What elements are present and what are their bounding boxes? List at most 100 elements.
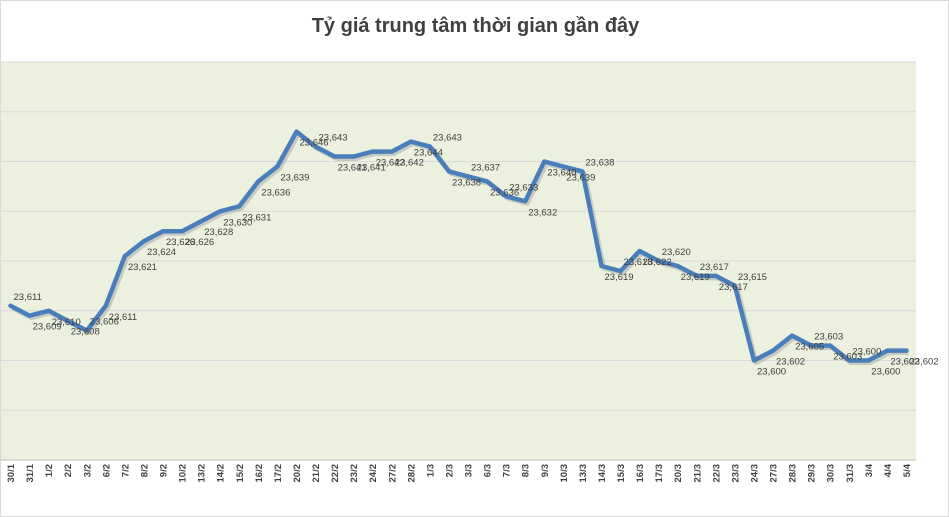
data-point [713,273,718,278]
data-label: 23,611 [109,312,137,323]
data-point [84,328,89,333]
x-tick-label: 24/2 [368,464,379,483]
chart-title: Tỷ giá trung tâm thời gian gần đây [311,15,640,37]
x-tick-label: 9/2 [159,464,170,477]
x-tick-label: 8/2 [139,464,150,477]
data-label: 23,638 [452,177,481,188]
data-point [656,259,661,263]
x-tick-label: 30/1 [6,463,17,482]
data-point [809,343,814,348]
data-label: 23,624 [147,247,176,258]
data-label: 23,611 [14,292,42,303]
data-point [256,179,261,184]
data-label: 23,603 [833,352,862,363]
x-tick-label: 10/3 [559,464,570,483]
data-point [847,358,852,363]
data-label: 23,619 [681,272,710,283]
data-point [8,303,13,308]
x-tick-label: 6/2 [101,464,112,477]
data-label: 23,646 [300,138,329,149]
data-label: 23,617 [719,282,748,293]
data-point [370,149,375,154]
data-label: 23,600 [871,367,900,378]
data-label: 23,640 [547,168,576,179]
x-tick-label: 4/4 [883,463,894,477]
data-point [141,239,146,244]
data-point [199,219,204,224]
x-tick-label: 13/2 [197,464,208,483]
data-point [828,343,833,348]
x-tick-label: 27/2 [387,464,398,483]
x-tick-label: 20/3 [673,464,684,483]
data-label: 23,615 [738,272,767,283]
data-label: 23,622 [643,257,672,268]
data-point [275,164,280,169]
x-tick-label: 23/3 [730,464,741,483]
data-point [332,154,337,159]
data-label: 23,600 [757,367,786,378]
data-label: 23,600 [852,347,881,358]
data-point [427,144,432,149]
data-point [866,358,871,363]
data-label: 23,605 [795,342,824,353]
data-point [46,308,51,313]
data-point [504,194,509,199]
data-point [103,303,108,308]
x-tick-label: 2/3 [444,464,455,477]
series-line [8,129,909,363]
data-point [351,154,356,159]
x-tick-label: 8/3 [521,464,532,477]
data-point [161,229,166,234]
data-label: 23,619 [605,272,634,283]
x-tick-label: 3/4 [864,463,875,477]
data-point [751,358,756,363]
data-label: 23,644 [414,148,443,159]
x-tick-label: 1/3 [425,464,436,477]
data-point [694,273,699,278]
data-label: 23,608 [71,327,100,338]
data-point [561,164,566,169]
x-tick-label: 5/4 [902,463,913,477]
data-label: 23,637 [471,162,500,173]
data-label: 23,641 [338,163,367,174]
x-tick-label: 10/2 [178,464,189,483]
x-tick-label: 3/2 [82,464,93,477]
x-tick-label: 17/2 [273,464,284,483]
data-label: 23,618 [624,257,653,268]
data-label: 23,621 [128,262,157,273]
data-label: 23,643 [319,133,348,144]
data-point [485,179,490,184]
x-tick-label: 21/2 [311,464,322,483]
data-point [27,313,32,318]
data-label: 23,633 [509,182,538,193]
data-label: 23,626 [185,237,214,248]
data-label: 23,606 [90,317,119,328]
data-point [218,209,223,214]
data-point [122,254,127,259]
x-tick-label: 31/3 [845,464,856,483]
x-tick-label: 14/3 [597,464,608,483]
data-point [599,263,604,268]
x-tick-label: 13/3 [578,464,589,483]
data-label: 23,609 [33,322,62,333]
x-tick-label: 22/2 [330,464,341,483]
data-point [294,129,299,134]
x-tick-label: 27/3 [769,464,780,483]
x-tick-label: 21/3 [692,464,703,483]
data-label: 23,630 [223,217,252,228]
data-label: 23,638 [585,157,614,168]
x-tick-label: 14/2 [216,464,227,483]
x-tick-label: 6/3 [483,464,494,477]
x-tick-label: 16/2 [254,464,265,483]
x-tick-label: 22/3 [711,464,722,483]
x-tick-label: 31/1 [25,463,36,482]
data-label: 23,642 [376,158,405,169]
x-tick-label: 7/2 [120,464,131,477]
data-label: 23,643 [433,133,462,144]
data-label: 23,617 [700,262,729,273]
data-label: 23,602 [776,357,805,368]
data-point [904,348,909,353]
data-label: 23,603 [814,332,843,343]
data-point [618,268,623,273]
